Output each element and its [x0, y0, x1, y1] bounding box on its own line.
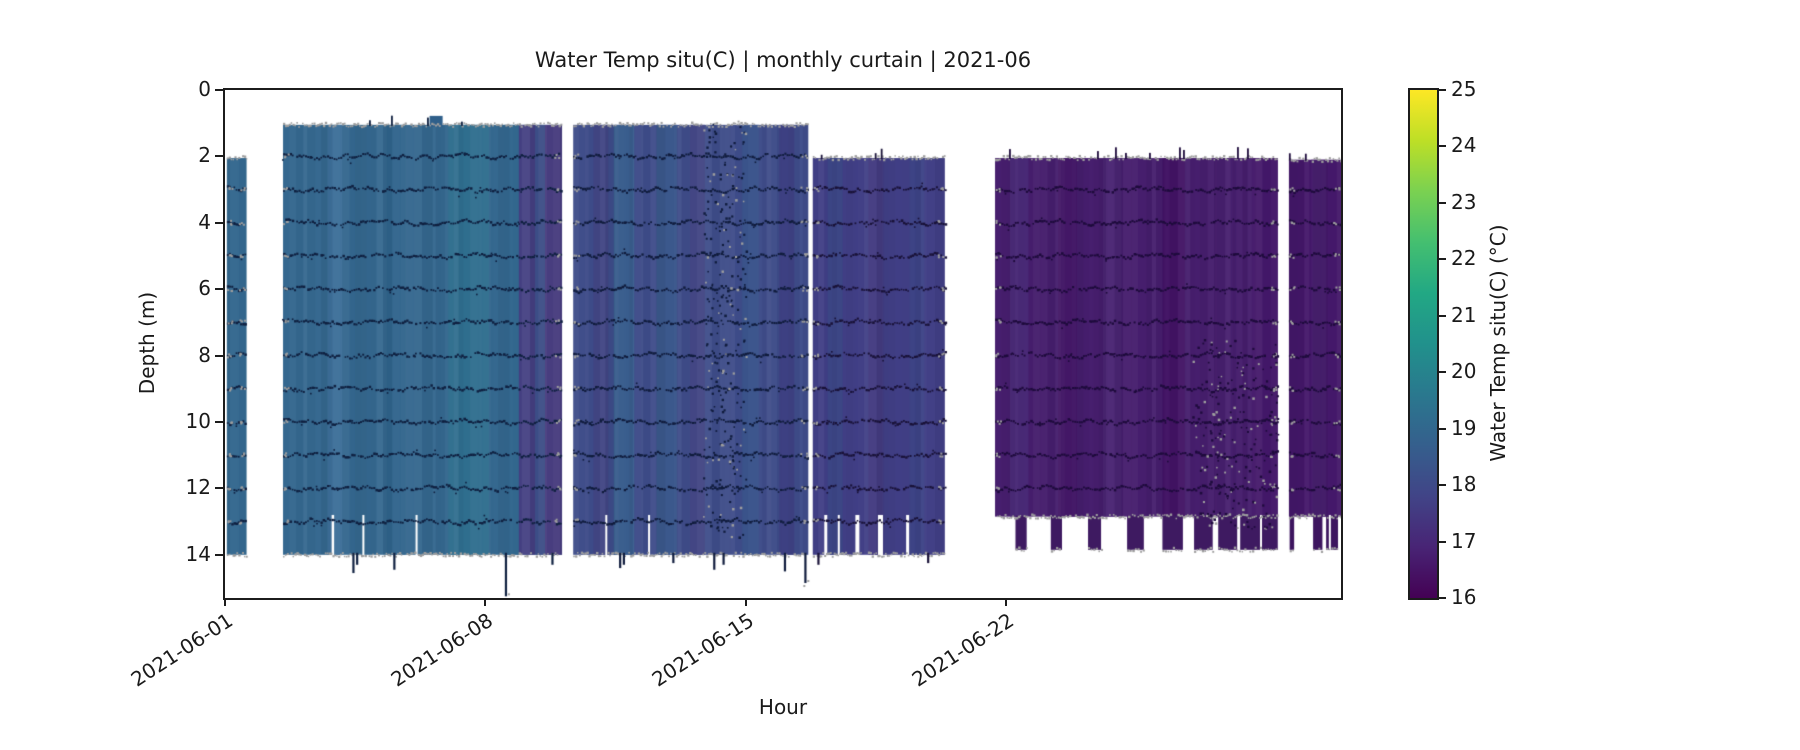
y-tick-label: 12 [185, 475, 211, 500]
colorbar-tick-mark [1439, 597, 1446, 599]
y-tick-mark [215, 155, 223, 158]
colorbar-tick-mark [1439, 427, 1446, 430]
y-tick-mark [215, 487, 223, 490]
y-tick-label: 10 [185, 409, 211, 433]
colorbar-tick-label: 22 [1451, 246, 1477, 271]
y-tick-mark [215, 89, 223, 91]
colorbar-tick-label: 21 [1451, 302, 1477, 327]
colorbar-tick-label: 16 [1451, 585, 1477, 609]
colorbar-tick-label: 24 [1451, 133, 1477, 158]
y-tick-mark [215, 288, 223, 291]
y-tick-mark [215, 421, 223, 423]
x-tick-mark [744, 598, 747, 606]
colorbar-tick-label: 17 [1451, 528, 1477, 553]
x-axis-label: Hour [758, 695, 808, 719]
colorbar-tick-mark [1439, 540, 1446, 543]
y-tick-mark [215, 354, 223, 357]
y-tick-label: 4 [198, 209, 211, 234]
colorbar-tick-label: 25 [1451, 77, 1477, 101]
colorbar-tick-mark [1439, 371, 1446, 374]
x-tick-mark [1005, 598, 1008, 606]
x-tick-label: 2021-06-22 [907, 608, 1019, 692]
chart-title: Water Temp situ(C) | monthly curtain | 2… [534, 48, 1032, 72]
colorbar-tick-label: 18 [1451, 472, 1477, 497]
y-tick-label: 8 [198, 342, 211, 367]
y-tick-label: 14 [185, 541, 211, 566]
y-tick-mark [215, 221, 223, 224]
colorbar [1408, 88, 1439, 600]
colorbar-label: Water Temp situ(C) (°C) [1486, 224, 1510, 462]
colorbar-tick-mark [1439, 314, 1446, 317]
y-tick-label: 6 [198, 276, 211, 301]
colorbar-tick-mark [1439, 484, 1446, 487]
x-tick-mark [224, 598, 226, 606]
colorbar-tick-mark [1439, 89, 1446, 91]
curtain-heatmap-canvas [225, 90, 1341, 598]
plot-area [223, 88, 1343, 600]
x-tick-label: 2021-06-08 [386, 608, 498, 692]
colorbar-tick-label: 20 [1451, 359, 1477, 384]
colorbar-tick-mark [1439, 258, 1446, 261]
x-tick-label: 2021-06-15 [647, 608, 758, 692]
x-tick-label: 2021-06-01 [126, 608, 238, 692]
y-tick-mark [215, 553, 223, 556]
colorbar-tick-label: 23 [1451, 189, 1477, 214]
y-tick-label: 0 [198, 77, 211, 101]
x-tick-mark [484, 598, 487, 606]
colorbar-tick-mark [1439, 145, 1446, 148]
y-tick-label: 2 [198, 143, 211, 168]
colorbar-tick-label: 19 [1451, 415, 1477, 440]
colorbar-tick-mark [1439, 201, 1446, 204]
